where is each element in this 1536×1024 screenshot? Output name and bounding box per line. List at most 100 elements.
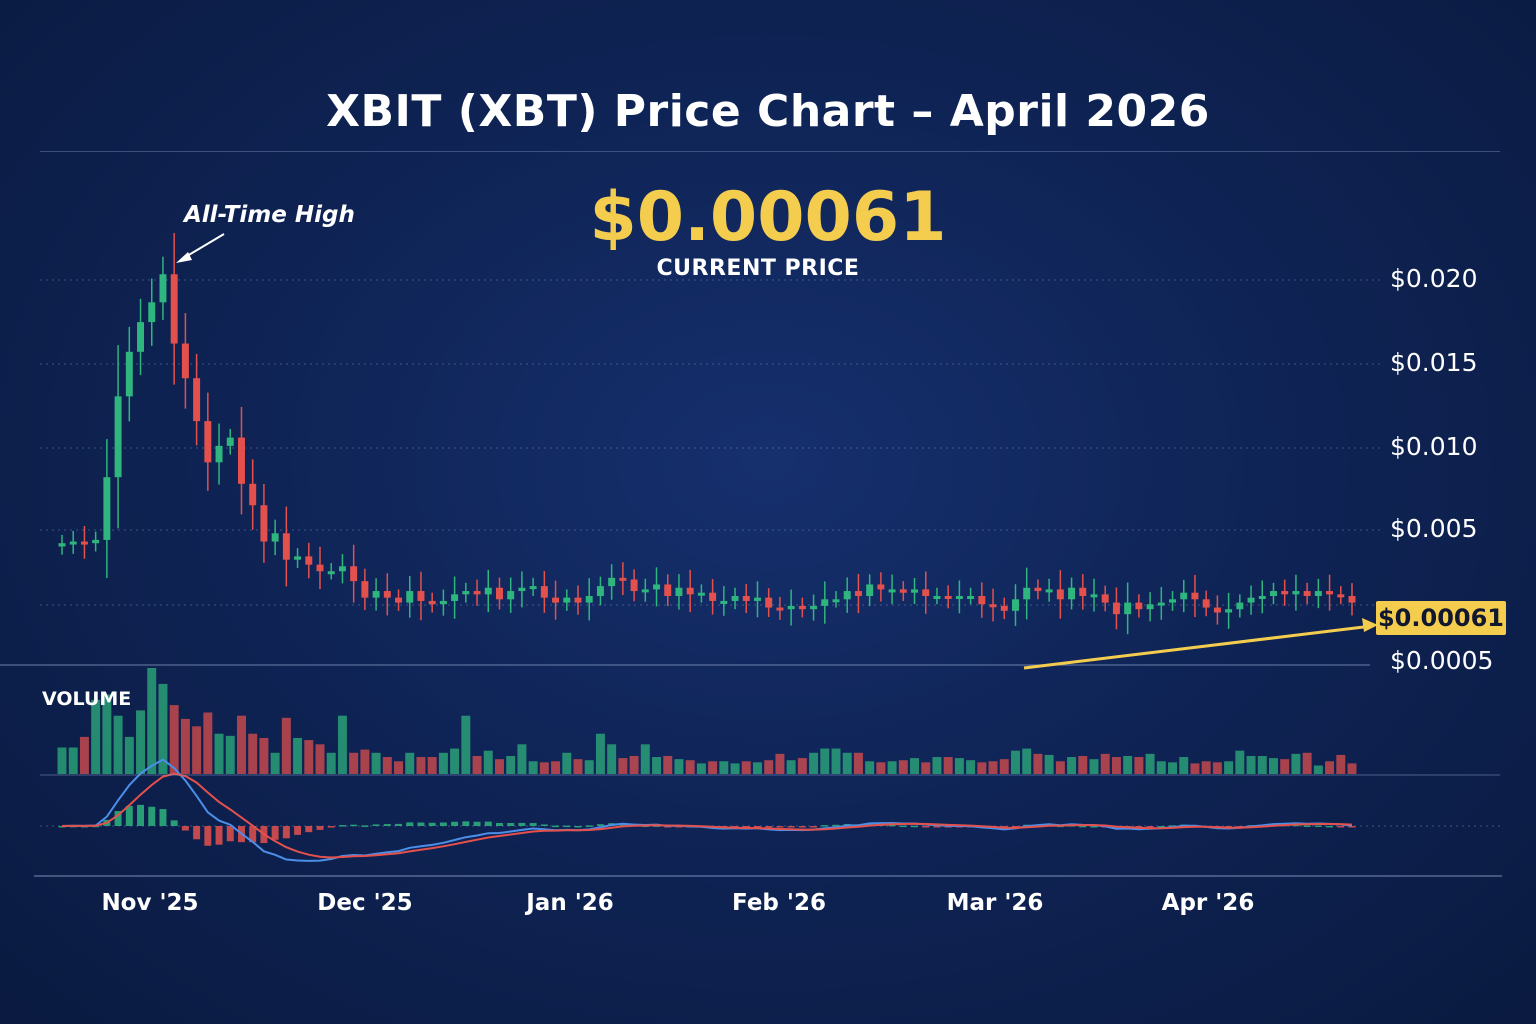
- volume-bar: [663, 755, 673, 774]
- volume-bar: [225, 735, 235, 774]
- candle: [1348, 583, 1356, 616]
- macd-histogram-bar: [361, 825, 369, 827]
- volume-bar: [405, 752, 415, 774]
- volume-bar: [1280, 759, 1290, 774]
- volume-bar: [551, 761, 561, 774]
- all-time-high-annotation: All-Time High: [184, 202, 355, 228]
- macd-histogram-bar: [765, 826, 773, 828]
- macd-histogram-bar: [462, 821, 470, 826]
- macd-histogram-bar: [305, 826, 313, 833]
- volume-bar: [91, 699, 101, 774]
- macd-histogram-bar: [125, 805, 133, 826]
- volume-bar: [517, 744, 527, 774]
- volume-bar: [943, 757, 953, 774]
- candle: [1202, 590, 1210, 617]
- volume-bars: [57, 668, 1357, 774]
- candle: [1012, 584, 1019, 626]
- volume-bar: [472, 755, 482, 774]
- volume-bar: [775, 753, 785, 774]
- volume-bar: [1302, 752, 1312, 774]
- macd-histogram-bar: [1303, 825, 1311, 828]
- volume-bar: [708, 761, 718, 774]
- volume-bar: [1246, 755, 1256, 774]
- volume-bar: [450, 748, 460, 774]
- macd-histogram-bar: [496, 822, 503, 826]
- candle: [327, 563, 335, 580]
- volume-bar: [652, 757, 661, 774]
- volume-bar: [337, 715, 347, 774]
- candle: [1079, 574, 1087, 610]
- volume-bar: [853, 752, 863, 774]
- candle: [518, 571, 526, 608]
- macd-histogram-bar: [473, 821, 481, 826]
- macd-histogram-bar: [1079, 825, 1087, 828]
- volume-bar: [696, 763, 706, 774]
- macd-histogram-bar: [1326, 825, 1334, 828]
- volume-bar: [1100, 753, 1110, 774]
- volume-bar: [237, 715, 246, 774]
- macd-histogram-bar: [596, 824, 604, 826]
- macd-histogram-bar: [58, 826, 66, 828]
- macd-histogram-bar: [484, 821, 492, 826]
- candle: [204, 392, 212, 491]
- x-tick-label: Apr '26: [1161, 890, 1255, 916]
- y-tick-label: $0.005: [1390, 514, 1478, 543]
- macd-histogram-bar: [114, 811, 122, 826]
- macd-histogram-bar: [271, 826, 279, 840]
- candle: [754, 581, 761, 618]
- volume-bar: [528, 761, 538, 774]
- volume-bar: [1201, 761, 1211, 774]
- macd-histogram-bar: [215, 826, 223, 845]
- volume-bar: [79, 736, 89, 774]
- candle: [406, 575, 414, 618]
- ath-arrow: [176, 233, 225, 263]
- candle: [484, 569, 492, 613]
- grid-lines: [40, 279, 1500, 827]
- volume-bar: [102, 694, 112, 774]
- candle: [1112, 587, 1120, 630]
- volume-bar: [719, 761, 729, 774]
- volume-bar: [1067, 757, 1077, 774]
- volume-bar: [1044, 754, 1054, 774]
- macd-histogram-bar: [563, 825, 571, 828]
- candle: [92, 531, 100, 552]
- candle: [585, 578, 593, 621]
- macd-histogram-bar: [282, 826, 290, 839]
- macd-histogram-bar: [327, 826, 335, 828]
- candle: [776, 596, 784, 620]
- candle: [1281, 579, 1289, 606]
- macd-histogram-bar: [911, 825, 918, 828]
- volume-bar: [1022, 748, 1032, 774]
- volume-bar: [371, 752, 381, 774]
- volume-bar: [595, 733, 605, 774]
- candle: [720, 586, 728, 616]
- x-tick-label: Feb '26: [732, 890, 826, 916]
- volume-bar: [1224, 761, 1234, 774]
- macd-histogram-bar: [552, 825, 560, 828]
- volume-bar: [876, 762, 886, 774]
- volume-bar: [887, 761, 897, 774]
- volume-bar: [1168, 762, 1177, 774]
- candle: [675, 574, 683, 610]
- candle: [114, 345, 122, 529]
- volume-bar: [1212, 762, 1222, 774]
- volume-bar: [192, 726, 202, 774]
- macd-histogram-bar: [1337, 826, 1345, 828]
- volume-bar: [977, 762, 987, 774]
- macd-histogram-bar: [810, 826, 818, 828]
- volume-bar: [865, 761, 875, 774]
- volume-bar: [427, 757, 437, 774]
- macd-histogram-bar: [899, 825, 907, 828]
- volume-bar: [1269, 758, 1278, 774]
- macd-histogram-bar: [1157, 825, 1165, 828]
- candle: [1090, 578, 1098, 612]
- candle: [540, 571, 548, 613]
- volume-bar: [180, 718, 190, 774]
- macd-histogram-bar: [1314, 825, 1322, 827]
- volume-bar: [954, 758, 964, 774]
- candle: [574, 585, 582, 615]
- macd-histogram-bar: [518, 822, 526, 826]
- volume-bar: [999, 759, 1009, 774]
- candle: [80, 525, 88, 559]
- candle: [933, 587, 941, 605]
